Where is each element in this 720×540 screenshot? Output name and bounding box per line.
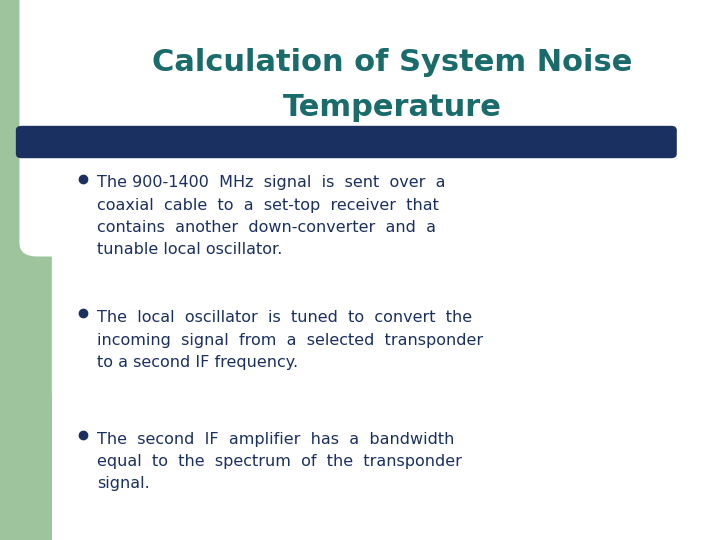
Bar — [0, 0, 52, 540]
Text: The 900-1400  MHz  signal  is  sent  over  a
coaxial  cable  to  a  set-top  rec: The 900-1400 MHz signal is sent over a c… — [97, 176, 446, 257]
FancyBboxPatch shape — [19, 0, 720, 256]
FancyBboxPatch shape — [16, 126, 677, 158]
Text: Calculation of System Noise: Calculation of System Noise — [152, 48, 633, 77]
FancyBboxPatch shape — [52, 0, 720, 394]
Text: The  second  IF  amplifier  has  a  bandwidth
equal  to  the  spectrum  of  the : The second IF amplifier has a bandwidth … — [97, 432, 462, 491]
Text: The  local  oscillator  is  tuned  to  convert  the
incoming  signal  from  a  s: The local oscillator is tuned to convert… — [97, 310, 483, 370]
Text: Temperature: Temperature — [283, 93, 502, 123]
